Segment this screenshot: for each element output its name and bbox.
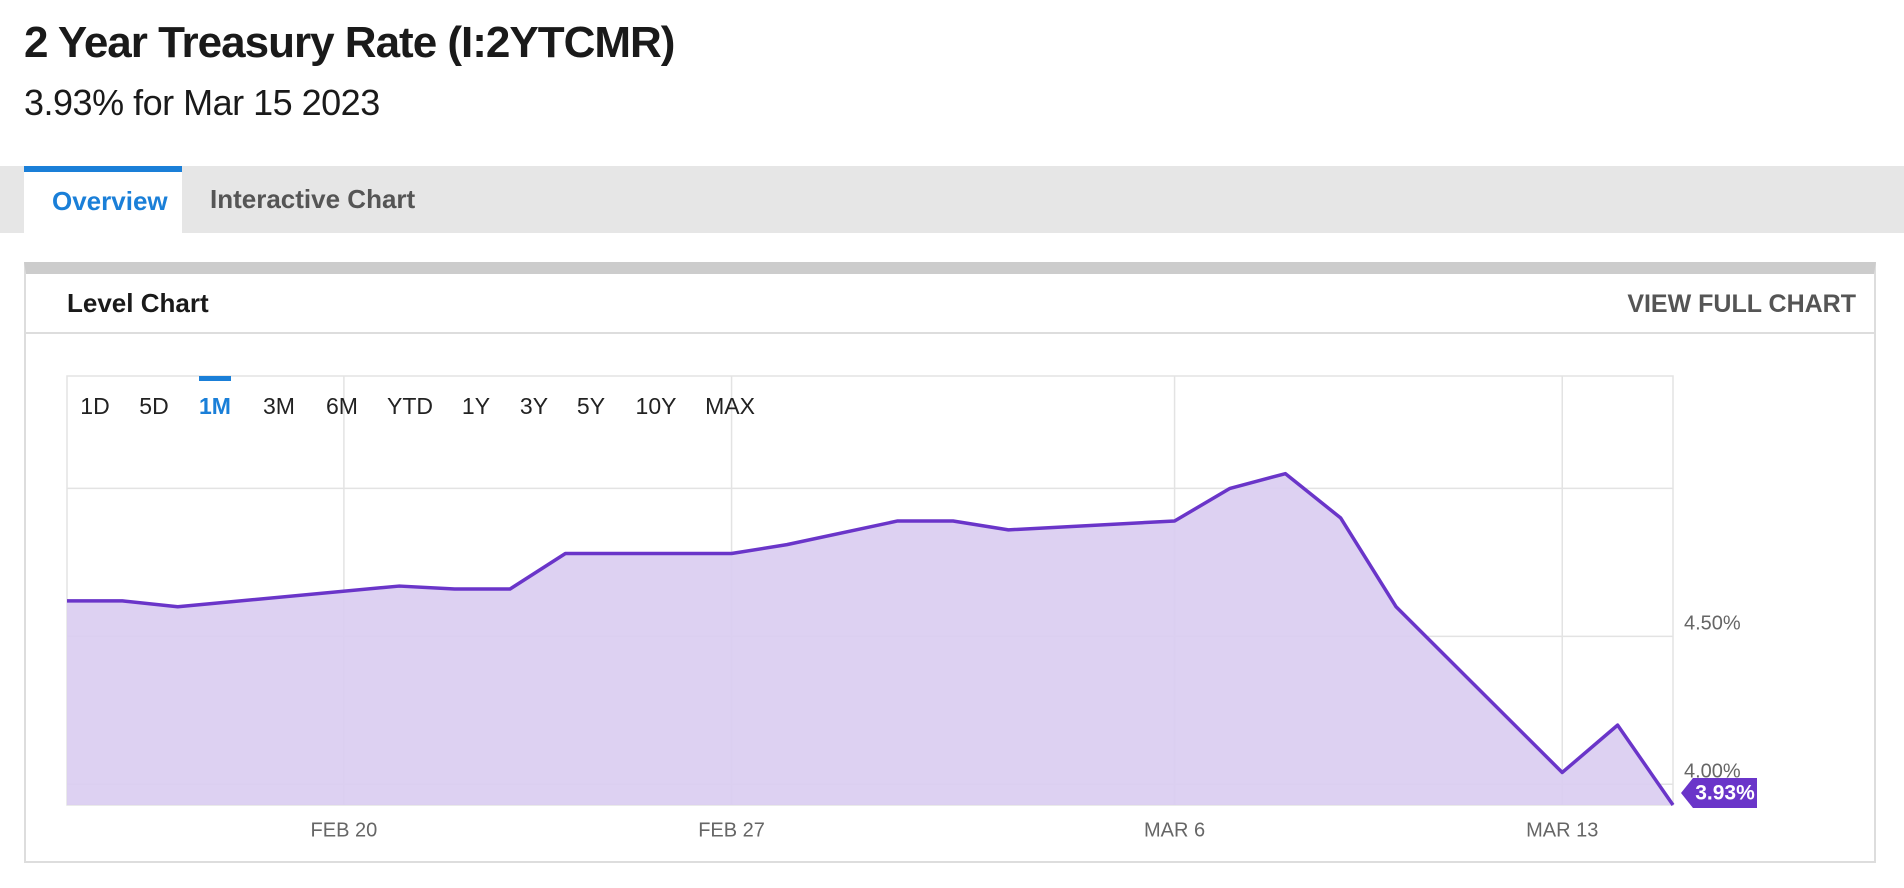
page-title: 2 Year Treasury Rate (I:2YTCMR) bbox=[24, 18, 675, 67]
page-subtitle: 3.93% for Mar 15 2023 bbox=[24, 82, 380, 123]
range-button[interactable]: 1Y bbox=[462, 393, 490, 419]
chart-card: Level Chart VIEW FULL CHART bbox=[24, 262, 1876, 863]
range-button[interactable]: 3M bbox=[263, 393, 295, 419]
x-tick-label: FEB 20 bbox=[311, 819, 378, 841]
area bbox=[67, 473, 1673, 805]
divider bbox=[26, 332, 1874, 334]
x-tick-label: MAR 6 bbox=[1144, 819, 1205, 841]
range-button[interactable]: 1D bbox=[80, 393, 109, 419]
range-button[interactable]: YTD bbox=[387, 393, 433, 419]
range-button[interactable]: 6M bbox=[326, 393, 358, 419]
current-label: 3.93% bbox=[1695, 782, 1755, 805]
current-badge bbox=[1681, 778, 1757, 808]
tab[interactable]: Overview bbox=[24, 166, 182, 233]
range-button[interactable]: 5Y bbox=[577, 393, 605, 419]
y-tick-label: 4.50% bbox=[1684, 613, 1741, 635]
range-button[interactable]: 10Y bbox=[636, 393, 677, 419]
line bbox=[67, 471, 1675, 806]
y-tick-label: 4.00% bbox=[1684, 761, 1741, 783]
range-button[interactable]: 1M bbox=[199, 393, 231, 419]
range-indicator bbox=[199, 376, 231, 381]
view-full-chart[interactable]: VIEW FULL CHART bbox=[1627, 290, 1856, 318]
card-title: Level Chart bbox=[67, 288, 209, 318]
x-tick-label: MAR 13 bbox=[1526, 819, 1598, 841]
tab-bar: Overview Interactive Chart bbox=[0, 166, 1904, 233]
range-button[interactable]: MAX bbox=[705, 393, 755, 419]
range-button[interactable]: 5D bbox=[139, 393, 168, 419]
tab[interactable]: Interactive Chart bbox=[210, 184, 416, 214]
range-button[interactable]: 3Y bbox=[520, 393, 548, 419]
x-tick-label: FEB 27 bbox=[698, 819, 765, 841]
